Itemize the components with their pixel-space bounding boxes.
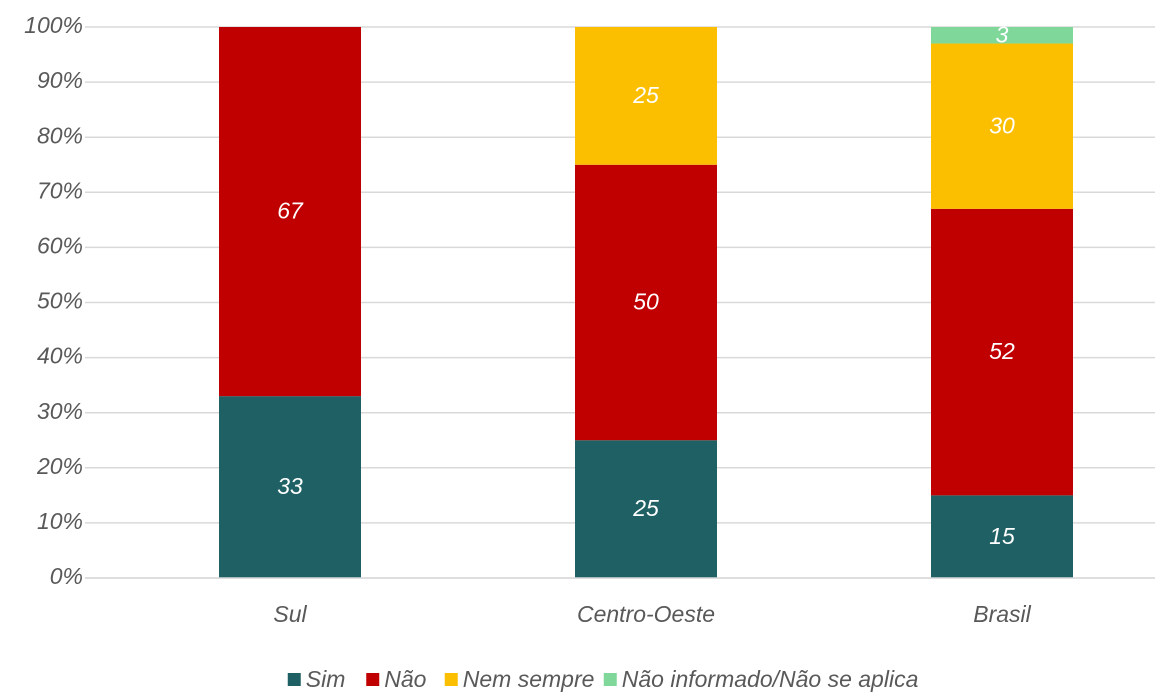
data-label: 33 xyxy=(277,473,303,499)
bar-segment xyxy=(931,43,1073,209)
bar-segment xyxy=(931,495,1073,578)
legend-label: Não informado/Não se aplica xyxy=(622,666,919,692)
y-tick-label: 0% xyxy=(50,563,83,589)
bar-segment xyxy=(931,208,1073,496)
legend-swatch xyxy=(444,673,458,686)
bar-segment xyxy=(931,27,1073,44)
legend-swatch xyxy=(366,673,380,686)
x-tick-label: Sul xyxy=(273,601,307,627)
legend-label: Sim xyxy=(306,666,346,692)
y-tick-label: 90% xyxy=(37,67,83,93)
y-tick-label: 100% xyxy=(24,12,83,38)
legend-label: Nem sempre xyxy=(463,666,595,692)
data-label: 52 xyxy=(989,338,1015,364)
y-tick-label: 70% xyxy=(37,177,83,203)
y-tick-label: 60% xyxy=(37,232,83,258)
data-label: 25 xyxy=(632,495,659,521)
x-tick-label: Centro-Oeste xyxy=(577,601,715,627)
x-tick-label: Brasil xyxy=(973,601,1031,627)
bar-segment xyxy=(575,440,717,578)
y-tick-label: 20% xyxy=(36,453,83,479)
bar-segment xyxy=(575,27,717,165)
legend-swatch xyxy=(287,673,301,686)
data-label: 25 xyxy=(632,82,659,108)
legend-label: Não xyxy=(384,666,426,692)
y-tick-label: 10% xyxy=(37,508,83,534)
y-tick-label: 40% xyxy=(37,343,83,369)
data-label: 50 xyxy=(633,289,659,315)
y-tick-label: 30% xyxy=(37,398,83,424)
data-label: 15 xyxy=(989,523,1015,549)
data-label: 67 xyxy=(277,198,304,224)
data-label: 30 xyxy=(989,112,1015,138)
y-tick-label: 80% xyxy=(37,122,83,148)
legend-swatch xyxy=(603,673,617,686)
bar-segment xyxy=(219,27,361,397)
bar-segment xyxy=(219,396,361,578)
y-tick-label: 50% xyxy=(37,288,83,314)
data-label: 3 xyxy=(996,21,1009,47)
bar-segment xyxy=(575,164,717,441)
